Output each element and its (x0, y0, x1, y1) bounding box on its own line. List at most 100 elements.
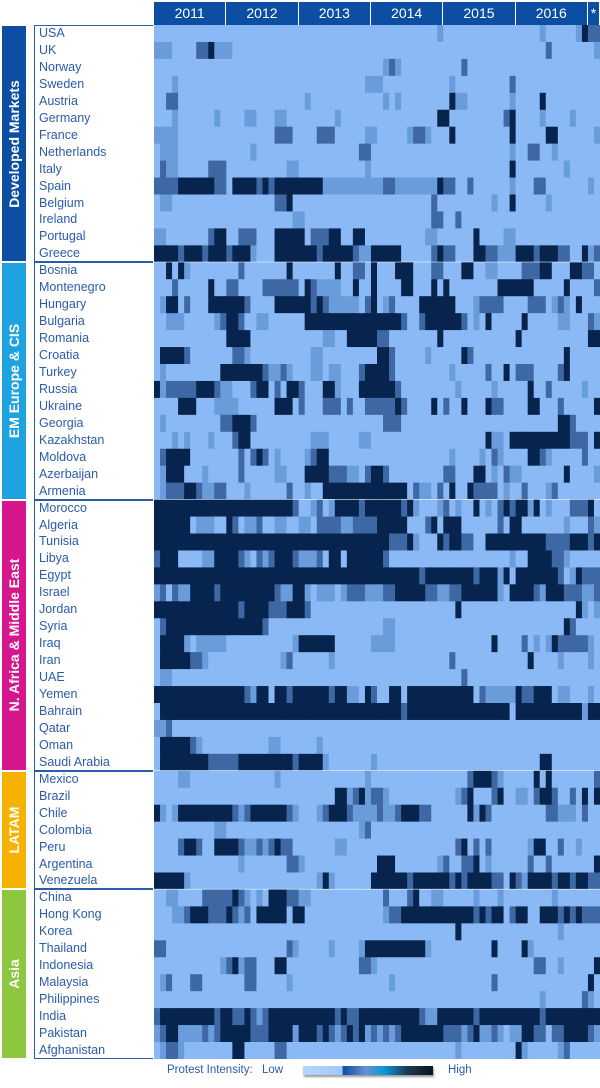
heat-cell (485, 703, 492, 721)
heat-cell (358, 550, 366, 568)
heat-cell (383, 1008, 390, 1026)
heat-cell (479, 821, 486, 839)
heat-cell (298, 228, 306, 246)
heat-cell (310, 991, 318, 1009)
heat-cell (274, 601, 281, 619)
heat-cell (425, 889, 432, 907)
heat-cell (413, 533, 420, 551)
heat-cell (503, 567, 510, 585)
heat-cell (304, 41, 312, 60)
heat-cell (401, 109, 408, 128)
heat-cell (485, 330, 492, 348)
heat-cell (473, 347, 480, 365)
heat-cell (280, 279, 287, 297)
heat-cell (527, 347, 535, 365)
heat-cell (280, 465, 287, 484)
heat-cell (467, 448, 474, 467)
heat-cell (563, 177, 571, 195)
heat-cell (244, 753, 251, 772)
heat-cell (304, 92, 312, 111)
heat-cell (551, 364, 559, 382)
heat-cell (503, 652, 510, 670)
heat-cell (226, 516, 233, 534)
heat-cell (346, 397, 354, 416)
heat-cell (419, 313, 426, 331)
heat-cell (491, 482, 498, 500)
heat-cell (515, 770, 523, 789)
heat-cell (316, 991, 324, 1009)
heat-cell (491, 550, 498, 568)
heat-cell (515, 1042, 523, 1059)
heat-cell (232, 906, 239, 924)
heat-cell (473, 330, 480, 348)
heat-cell (196, 533, 203, 551)
heat-cell (184, 364, 191, 382)
heat-cell (304, 25, 312, 43)
heat-cell (328, 380, 336, 399)
heat-cell (593, 58, 600, 77)
heat-cell (437, 177, 444, 195)
heat-cell (557, 753, 565, 772)
heat-cell (545, 499, 553, 517)
heat-cell (208, 364, 215, 382)
heat-cell (437, 296, 444, 314)
heat-cell (467, 872, 474, 890)
heat-cell (166, 41, 173, 60)
heat-cell (298, 906, 306, 924)
heat-cell (346, 228, 354, 246)
heat-cell (292, 58, 300, 77)
heat-cell (244, 414, 251, 433)
heat-cell (413, 1025, 420, 1043)
heat-cell (539, 736, 547, 755)
heat-cell (587, 211, 595, 229)
heat-cell (527, 75, 535, 94)
heat-cell (364, 499, 372, 517)
heat-cell (166, 804, 173, 823)
heat-cell (220, 957, 227, 975)
country-label: Tunisia (39, 534, 79, 549)
heat-cell (575, 194, 583, 212)
heat-cell (491, 211, 498, 229)
heat-cell (370, 177, 378, 195)
heat-cell (455, 41, 462, 60)
heat-cell (160, 109, 167, 128)
heat-cell (172, 1025, 179, 1043)
heat-cell (334, 126, 342, 145)
heat-cell (358, 584, 366, 602)
heat-cell (310, 821, 318, 839)
heat-cell (304, 313, 312, 331)
heat-cell (346, 347, 354, 365)
heat-cell (521, 601, 529, 619)
heat-cell (377, 41, 384, 60)
heat-cell (479, 143, 486, 161)
heat-cell (340, 804, 348, 823)
heat-cell (196, 770, 203, 789)
heat-cell (383, 957, 390, 975)
heat-cell (407, 703, 414, 721)
heat-cell (551, 75, 559, 94)
heat-cell (575, 889, 583, 907)
heat-cell (539, 41, 547, 60)
heat-cell (479, 618, 486, 636)
heat-cell (214, 804, 221, 823)
heat-cell (340, 143, 348, 161)
legend-high-label: High (448, 1064, 472, 1076)
heat-cell (425, 736, 432, 755)
heat-cell (467, 465, 474, 484)
heat-cell (401, 550, 408, 568)
heat-cell (166, 347, 173, 365)
heat-cell (551, 974, 559, 992)
heat-cell (401, 92, 408, 111)
heat-cell (527, 838, 535, 856)
heat-cell (419, 703, 426, 721)
heat-cell (581, 855, 589, 873)
heat-cell (226, 906, 233, 924)
heat-cell (244, 397, 251, 416)
heat-cell (262, 703, 269, 721)
heat-cell (383, 414, 390, 433)
heat-cell (401, 347, 408, 365)
heat-cell (310, 906, 318, 924)
heat-cell (370, 567, 378, 585)
heat-cell (250, 804, 257, 823)
heat-cell (443, 109, 450, 128)
